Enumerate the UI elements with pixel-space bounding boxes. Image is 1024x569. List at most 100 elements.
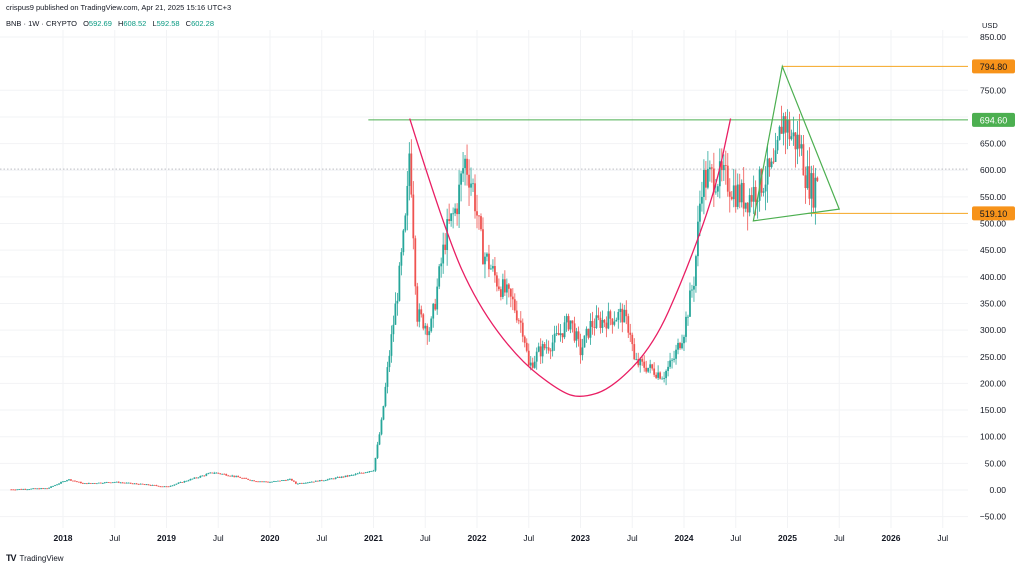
candle-body — [693, 285, 695, 290]
candle-body — [151, 484, 154, 486]
candle-body — [458, 184, 460, 215]
candle-body — [720, 161, 723, 171]
price-label-box — [972, 206, 1015, 221]
candle-body — [687, 316, 689, 318]
candle-body — [706, 169, 709, 188]
candle-body — [113, 482, 116, 483]
candle-body — [406, 185, 409, 216]
candle-body — [177, 482, 180, 484]
candle-body — [722, 165, 725, 171]
candle-body — [523, 336, 526, 343]
candle-body — [235, 476, 238, 477]
candle-body — [812, 173, 815, 208]
candle-body — [66, 480, 68, 482]
candle-body — [378, 434, 381, 445]
candle-body — [808, 166, 811, 199]
candle-body — [466, 158, 468, 175]
candle-body — [436, 286, 439, 310]
candle-body — [247, 478, 250, 480]
candle-body — [366, 471, 369, 473]
candle-body — [83, 483, 86, 485]
candle-body — [133, 483, 136, 485]
candle-body — [525, 342, 528, 351]
candle-body — [712, 168, 715, 193]
candle-body — [239, 477, 242, 478]
candle-body — [107, 482, 110, 484]
candle-body — [762, 191, 765, 193]
price-label-text: 694.60 — [980, 115, 1008, 125]
x-tick-label: 2026 — [882, 533, 901, 543]
candle-body — [225, 474, 228, 476]
candle-body — [710, 167, 713, 169]
candle-body — [718, 161, 721, 187]
candle-body — [137, 483, 140, 485]
candle-body — [810, 173, 813, 199]
candle-body — [484, 256, 486, 265]
candle-body — [703, 169, 705, 197]
x-tick-label: 2022 — [468, 533, 487, 543]
candle-body — [390, 334, 393, 356]
candle-body — [219, 473, 222, 475]
candle-body — [342, 476, 345, 478]
candle-body — [93, 483, 96, 484]
candle-body — [354, 473, 357, 475]
candle-body — [790, 136, 793, 140]
candle-body — [631, 334, 634, 345]
candle-body — [410, 153, 413, 195]
candle-body — [428, 331, 431, 336]
candle-body — [617, 311, 620, 320]
candle-body — [171, 485, 174, 487]
candle-body — [310, 481, 313, 483]
candle-body — [629, 332, 632, 335]
candle-body — [380, 419, 383, 435]
candle-body — [472, 183, 474, 185]
candle-body — [708, 167, 711, 170]
candle-body — [314, 480, 317, 482]
candle-body — [32, 488, 35, 490]
candle-body — [76, 481, 78, 483]
candle-body — [350, 474, 353, 476]
x-tick-label: 2018 — [54, 533, 73, 543]
candle-body — [82, 483, 84, 484]
candle-body — [245, 478, 248, 479]
candle-body — [292, 480, 295, 482]
candle-body — [358, 472, 361, 474]
candle-body — [513, 299, 516, 311]
candle-body — [768, 158, 771, 168]
candle-body — [127, 482, 130, 484]
candle-body — [689, 290, 691, 317]
candle-body — [173, 484, 176, 486]
candle-body — [89, 483, 92, 484]
candle-body — [191, 478, 194, 480]
close-label: C — [185, 19, 192, 28]
candle-body — [153, 484, 156, 486]
candle-body — [569, 320, 572, 330]
candle-body — [651, 364, 654, 369]
candle-body — [141, 483, 144, 485]
candle-body — [265, 481, 267, 483]
candle-body — [38, 488, 41, 490]
candle-body — [263, 481, 265, 483]
candle-body — [434, 303, 437, 310]
y-tick-label: 300.00 — [980, 325, 1006, 335]
candle-body — [163, 486, 166, 488]
candle-body — [26, 489, 29, 491]
y-tick-label: 550.00 — [980, 192, 1006, 202]
candle-body — [344, 475, 347, 478]
candle-body — [774, 150, 777, 162]
y-tick-label: 0.00 — [989, 485, 1006, 495]
candle-body — [521, 322, 524, 337]
candle-body — [54, 485, 56, 486]
candle-body — [30, 488, 33, 490]
candle-body — [607, 311, 610, 329]
candle-body — [414, 238, 417, 287]
candle-body — [577, 331, 580, 339]
candle-body — [509, 288, 512, 297]
candle-body — [438, 266, 441, 287]
candle-body — [621, 308, 624, 323]
low-value: 592.58 — [156, 19, 180, 28]
x-tick-label: 2019 — [157, 533, 176, 543]
candle-body — [782, 116, 785, 134]
x-tick-label: Jul — [420, 533, 431, 543]
